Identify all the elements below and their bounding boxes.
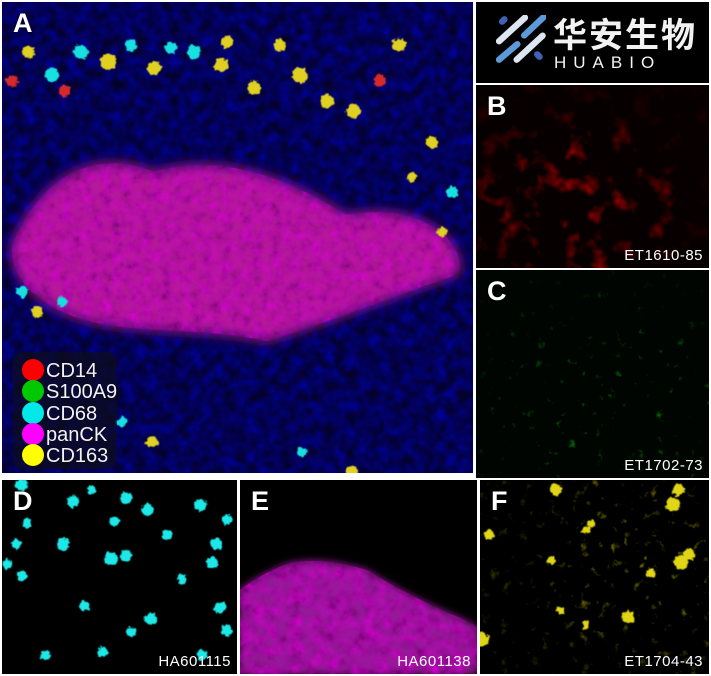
svg-text:CD68: CD68 (46, 403, 97, 425)
svg-text:S100A9: S100A9 (46, 381, 117, 403)
svg-text:CD14: CD14 (46, 360, 97, 382)
svg-text:panCK: panCK (46, 424, 108, 446)
svg-text:CD163: CD163 (46, 445, 108, 467)
